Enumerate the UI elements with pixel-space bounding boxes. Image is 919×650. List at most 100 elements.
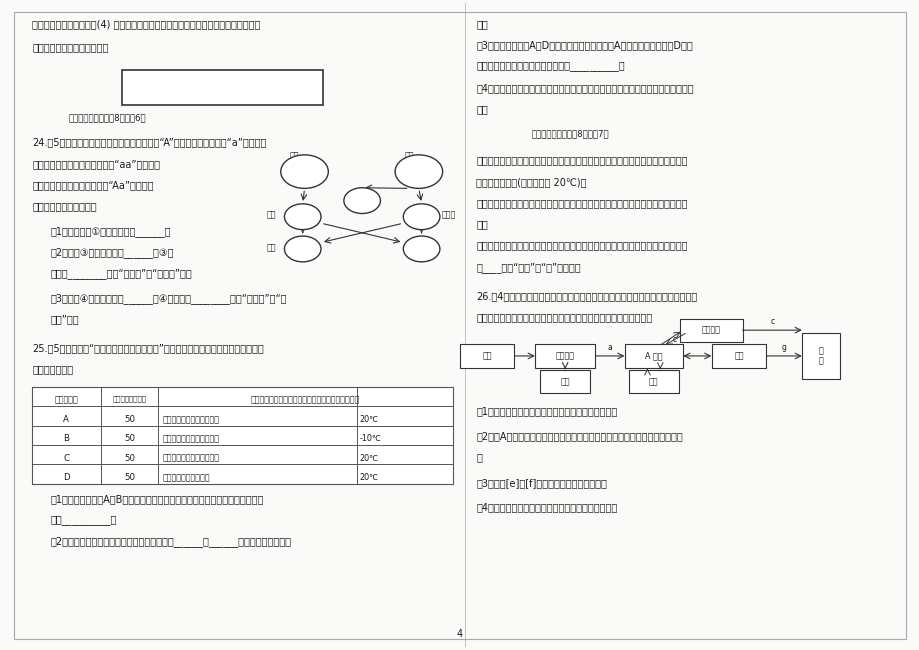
Text: 50: 50 [124, 473, 135, 482]
Text: 食物: 食物 [482, 352, 492, 361]
Text: 父本: 父本 [289, 151, 299, 161]
Text: 发____（填“没有”或“有”）影响。: 发____（填“没有”或“有”）影响。 [476, 262, 581, 273]
Text: 20℃: 20℃ [359, 454, 378, 463]
Text: （2）在A系统内，血液只能按照一定的方向流动，而不能倒流，其主要原因是: （2）在A系统内，血液只能按照一定的方向流动，而不能倒流，其主要原因是 [476, 431, 683, 441]
Text: 间。: 间。 [476, 219, 488, 229]
Circle shape [284, 236, 321, 262]
Text: ②: ② [412, 212, 420, 220]
Text: （4）若要探究光照对该种子的萌发有无影响，请完成下列实验方案的设计和结果分: （4）若要探究光照对该种子的萌发有无影响，请完成下列实验方案的设计和结果分 [476, 83, 693, 93]
Text: c: c [769, 317, 774, 326]
Text: a: a [607, 343, 612, 352]
Circle shape [280, 155, 328, 188]
Text: 座号: 座号 [129, 79, 141, 88]
Circle shape [284, 204, 321, 229]
Text: 种子的数量（粒）: 种子的数量（粒） [112, 396, 146, 402]
FancyBboxPatch shape [624, 344, 683, 367]
Text: （3）子女④的基因组成为______，④的性状为________（填“单眼皮”或“双: （3）子女④的基因组成为______，④的性状为________（填“单眼皮”或… [51, 292, 287, 304]
Text: aa: aa [293, 166, 304, 176]
FancyBboxPatch shape [679, 318, 743, 342]
Text: 同学提出一条合理化的建议：: 同学提出一条合理化的建议： [32, 42, 108, 52]
Text: 50: 50 [124, 434, 135, 443]
Text: 20℃: 20℃ [359, 415, 378, 424]
Text: D: D [62, 473, 70, 482]
Text: c: c [672, 335, 676, 345]
Text: 50: 50 [124, 415, 135, 424]
Text: ④: ④ [412, 244, 420, 253]
Text: 果一对夫妇，父亲的基因组成是“aa”，其性状: 果一对夫妇，父亲的基因组成是“aa”，其性状 [32, 159, 160, 169]
Text: g: g [781, 343, 786, 352]
Text: 培养皿底部垫有浸湿的滤纸: 培养皿底部垫有浸湿的滤纸 [163, 415, 220, 424]
FancyBboxPatch shape [539, 370, 589, 393]
Text: 细胞: 细胞 [649, 377, 658, 386]
Text: 种子所处的外界条件（其他外界条件均适宜且相同）: 种子所处的外界条件（其他外界条件均适宜且相同） [251, 396, 359, 404]
Text: 为单眼皮；母亲的基因组成是“Aa”，其性状: 为单眼皮；母亲的基因组成是“Aa”，其性状 [32, 180, 153, 190]
Text: 体
外: 体 外 [818, 346, 823, 366]
Text: 26.（4分）食物进入人体后，经人体的消化、吸收、利用并形成残液和废物被排出: 26.（4分）食物进入人体后，经人体的消化、吸收、利用并形成残液和废物被排出 [476, 291, 697, 301]
Text: 培养皿编号: 培养皿编号 [54, 396, 78, 404]
Text: 呼吸系统: 呼吸系统 [701, 326, 720, 335]
Text: 卵细胞: 卵细胞 [441, 211, 456, 219]
Text: f: f [667, 362, 670, 370]
Circle shape [344, 188, 380, 213]
Text: Aa: Aa [407, 166, 418, 176]
Circle shape [403, 204, 439, 229]
Text: 眼皮”）。: 眼皮”）。 [51, 314, 79, 324]
Text: （4）图示中属于排泄的途径是哪几条？（填字母）。: （4）图示中属于排泄的途径是哪几条？（填字母）。 [476, 502, 617, 512]
Text: 母亲: 母亲 [403, 151, 414, 161]
Text: 。: 。 [476, 452, 482, 462]
Text: 《九年级生物试题兲8页》符6页: 《九年级生物试题兲8页》符6页 [69, 113, 146, 122]
Bar [32, 387, 452, 484]
Text: 4: 4 [457, 629, 462, 639]
FancyBboxPatch shape [801, 333, 839, 379]
Text: 50: 50 [124, 454, 135, 463]
Text: 消化系统: 消化系统 [555, 352, 574, 361]
Text: 子女: 子女 [266, 244, 276, 253]
FancyBboxPatch shape [711, 344, 765, 367]
Text: 培养皿底部垫有浸湿的滤纸: 培养皿底部垫有浸湿的滤纸 [163, 434, 220, 443]
Circle shape [403, 236, 439, 262]
Text: 20℃: 20℃ [359, 473, 378, 482]
Text: 入两组培养皿中(温度控制在 20℃)；: 入两组培养皿中(温度控制在 20℃)； [476, 177, 586, 187]
Circle shape [394, 155, 442, 188]
Text: A 系统: A 系统 [644, 352, 662, 361]
Text: 24.（5分）右图的遗传图解中，双眼皮基因用“A”表示，单眼皮基因用“a”表示。如: 24.（5分）右图的遗传图解中，双眼皮基因用“A”表示，单眼皮基因用“a”表示。… [32, 137, 267, 148]
FancyBboxPatch shape [629, 370, 678, 393]
Text: d: d [686, 335, 690, 345]
Text: 25.（5分）下表为“探究种子萌发的外界条件”的实验设计，请根据表中提供的信息，: 25.（5分）下表为“探究种子萌发的外界条件”的实验设计，请根据表中提供的信息， [32, 343, 264, 353]
Text: 析：: 析： [476, 104, 488, 114]
Text: 肾脏: 肾脏 [733, 352, 743, 361]
Text: （3）经过[e]和[f]过程，血液性质的变化是。: （3）经过[e]和[f]过程，血液性质的变化是。 [476, 478, 607, 488]
Text: ③: ③ [293, 244, 301, 253]
Text: -10℃: -10℃ [359, 434, 380, 443]
Text: 应的__________。: 应的__________。 [51, 515, 117, 525]
Text: 第一步：在培养皿底部铺上滤纸，并加入适量的水，然后取等量的两份种子分别放: 第一步：在培养皿底部铺上滤纸，并加入适量的水，然后取等量的两份种子分别放 [476, 155, 687, 166]
Text: C: C [63, 454, 69, 463]
Text: ①: ① [293, 212, 301, 220]
Text: 验。: 验。 [476, 19, 488, 29]
Bar [121, 70, 323, 105]
Text: 回答下列问题：: 回答下列问题： [32, 364, 74, 374]
Text: （1）如果用培养皿A与B进行对照实验，所探究的问题是种子的萌发是否需要适: （1）如果用培养皿A与B进行对照实验，所探究的问题是种子的萌发是否需要适 [51, 494, 264, 504]
FancyBboxPatch shape [535, 344, 595, 367]
Text: 为双眼皮，请据图回答：: 为双眼皮，请据图回答： [32, 202, 96, 211]
Text: A: A [355, 196, 360, 205]
Text: （1）食物中的蛋白质在消化道内被消化的场所包括。: （1）食物中的蛋白质在消化道内被消化的场所包括。 [476, 406, 617, 416]
Text: 体外: 体外 [560, 377, 569, 386]
Text: （1）图中精子①的基因组成为______。: （1）图中精子①的基因组成为______。 [51, 226, 171, 237]
Text: 体外。下图是相关的一部分生理过程，请结合所学知识，回答问题：: 体外。下图是相关的一部分生理过程，请结合所学知识，回答问题： [476, 312, 652, 322]
Text: （3）如果用培养皿A和D进行对照实验，结果发现A组种子能正常萌发，D组种: （3）如果用培养皿A和D进行对照实验，结果发现A组种子能正常萌发，D组种 [476, 40, 692, 50]
Text: e: e [632, 362, 637, 370]
Text: A: A [63, 415, 69, 424]
Text: B: B [63, 434, 69, 443]
Text: 培养皿中的水浸没种子: 培养皿中的水浸没种子 [163, 473, 210, 482]
Text: （2）子女③的基因组成为______，③的: （2）子女③的基因组成为______，③的 [51, 247, 174, 258]
Text: （2）若需探究水分对种子萌发的影响，应选用______和______两组培养皿做对照实: （2）若需探究水分对种子萌发的影响，应选用______和______两组培养皿做… [51, 536, 291, 547]
Text: 精子: 精子 [266, 211, 276, 219]
Text: b: b [562, 356, 567, 365]
Text: 种想法对吗？为什么？。(4) 为了预防这种传染病，请你根据所学过的知识，对班上的: 种想法对吗？为什么？。(4) 为了预防这种传染病，请你根据所学过的知识，对班上的 [32, 19, 260, 29]
Text: 子不能萌发，这说明种子的萌发需要__________。: 子不能萌发，这说明种子的萌发需要__________。 [476, 61, 624, 72]
Text: 培养皿底部垫有干燥的滤纸: 培养皿底部垫有干燥的滤纸 [163, 454, 220, 463]
Text: 《九年级生物试题兲8页》符7页: 《九年级生物试题兲8页》符7页 [531, 130, 608, 138]
FancyBboxPatch shape [460, 344, 514, 367]
Text: 性状为________（填“单眼皮”或“双眼皮”）。: 性状为________（填“单眼皮”或“双眼皮”）。 [51, 268, 192, 280]
